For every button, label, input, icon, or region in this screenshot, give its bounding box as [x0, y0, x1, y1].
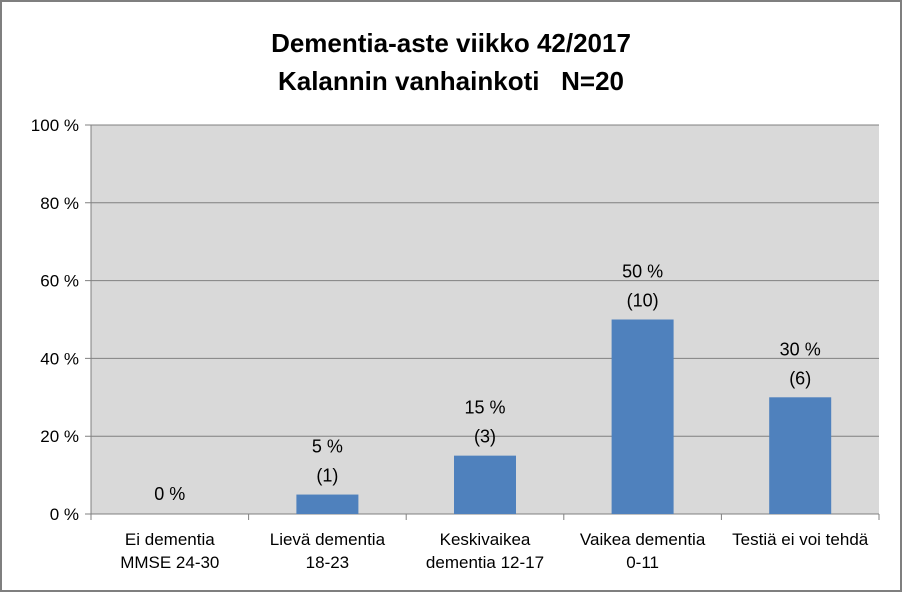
data-label-percent: 15 %	[464, 398, 505, 418]
category-label: 18-23	[306, 553, 349, 572]
data-label-count: (1)	[316, 466, 338, 486]
category-label: MMSE 24-30	[120, 553, 219, 572]
category-label: 0-11	[626, 553, 659, 572]
bar	[769, 397, 832, 514]
data-label-percent: 0 %	[154, 484, 185, 504]
y-tick-label: 80 %	[40, 194, 79, 213]
category-label: Vaikea dementia	[580, 530, 706, 549]
y-tick-label: 40 %	[40, 349, 79, 368]
bar	[454, 455, 516, 514]
data-label-count: (3)	[474, 427, 496, 447]
chart-title: Dementia-aste viikko 42/2017	[271, 28, 631, 58]
y-tick-label: 60 %	[40, 272, 79, 291]
category-label: Keskivaikea	[440, 530, 531, 549]
category-label: Ei dementia	[125, 530, 215, 549]
category-label: dementia 12-17	[426, 553, 544, 572]
bar	[611, 319, 674, 514]
bar	[296, 494, 359, 514]
category-label: Testiä ei voi tehdä	[732, 530, 869, 549]
data-label-count: (10)	[627, 291, 659, 311]
data-label-count: (6)	[789, 368, 811, 388]
data-label-percent: 30 %	[780, 339, 821, 359]
y-tick-label: 20 %	[40, 427, 79, 446]
data-label-percent: 50 %	[622, 262, 663, 282]
category-label: Lievä dementia	[270, 530, 386, 549]
y-tick-label: 0 %	[50, 505, 79, 524]
plot-area	[91, 125, 879, 514]
y-tick-label: 100 %	[31, 116, 79, 135]
chart-subtitle: Kalannin vanhainkoti N=20	[278, 66, 624, 96]
data-label-percent: 5 %	[312, 437, 343, 457]
